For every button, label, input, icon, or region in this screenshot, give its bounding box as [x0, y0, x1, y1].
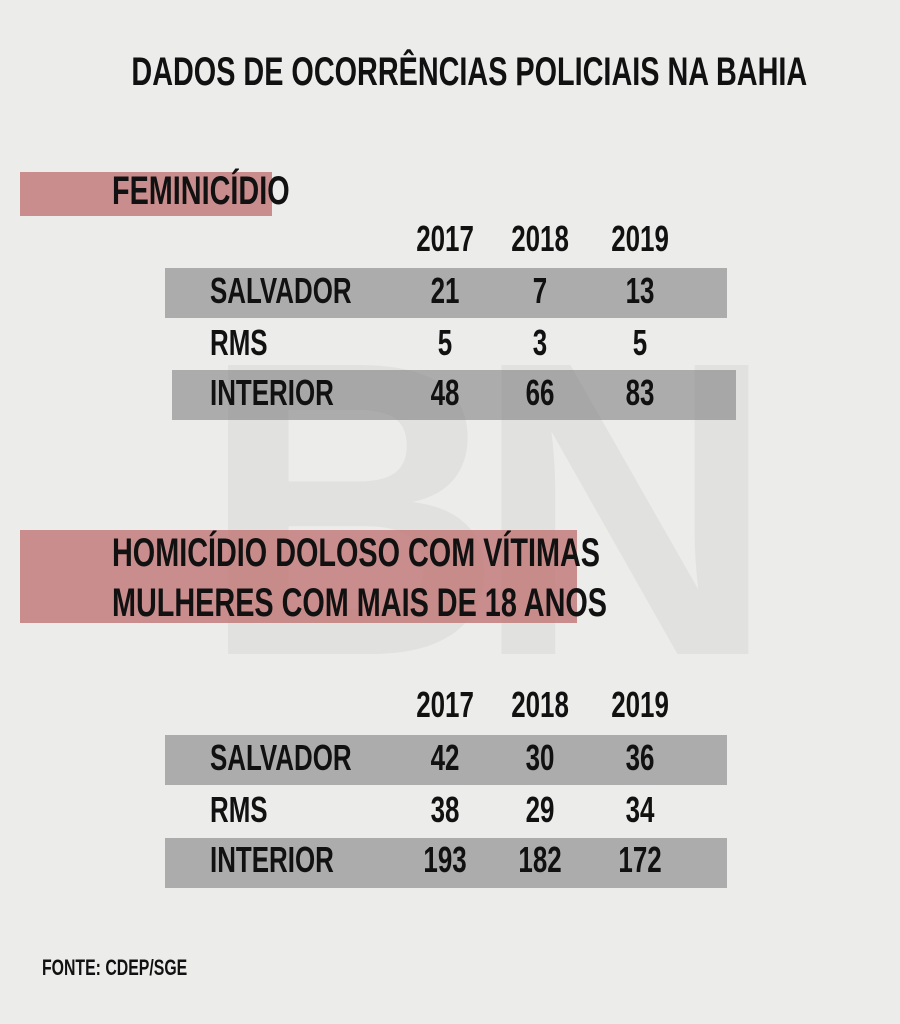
column-header: 2019	[611, 218, 669, 259]
table-cell: 5	[632, 322, 648, 363]
table-cell: 48	[430, 372, 460, 413]
watermark-logo: BN	[200, 300, 777, 720]
page-title: DADOS DE OCORRÊNCIAS POLICIAIS NA BAHIA	[131, 50, 808, 94]
row-band	[165, 268, 727, 318]
row-label: INTERIOR	[210, 839, 334, 880]
column-header: 2017	[416, 684, 474, 725]
table-cell: 13	[625, 270, 655, 311]
column-header: 2018	[511, 684, 569, 725]
table-cell: 21	[430, 270, 460, 311]
table-cell: 66	[525, 372, 555, 413]
section-highlight	[20, 530, 577, 623]
section-title: HOMICÍDIO DOLOSO COM VÍTIMAS	[112, 531, 601, 575]
table-cell: 36	[625, 737, 655, 778]
section-title: MULHERES COM MAIS DE 18 ANOS	[112, 581, 607, 625]
table-cell: 30	[525, 737, 555, 778]
table-cell: 29	[525, 789, 555, 830]
row-label: INTERIOR	[210, 372, 334, 413]
column-header: 2019	[611, 684, 669, 725]
table-cell: 83	[625, 372, 655, 413]
row-label: RMS	[210, 789, 268, 830]
section-highlight	[20, 172, 272, 216]
table-cell: 193	[423, 839, 467, 880]
column-header: 2017	[416, 218, 474, 259]
row-label: SALVADOR	[210, 737, 352, 778]
table-cell: 7	[532, 270, 548, 311]
table-cell: 3	[532, 322, 548, 363]
source-note: FONTE: CDEP/SGE	[42, 955, 188, 980]
row-band	[165, 735, 727, 785]
section-title: FEMINICÍDIO	[112, 169, 290, 213]
row-label: RMS	[210, 322, 268, 363]
table-cell: 34	[625, 789, 655, 830]
table-cell: 42	[430, 737, 460, 778]
table-cell: 172	[618, 839, 662, 880]
table-cell: 182	[518, 839, 562, 880]
row-label: SALVADOR	[210, 270, 352, 311]
column-header: 2018	[511, 218, 569, 259]
table-cell: 5	[437, 322, 453, 363]
row-band	[172, 370, 736, 420]
row-band	[165, 838, 727, 888]
table-cell: 38	[430, 789, 460, 830]
